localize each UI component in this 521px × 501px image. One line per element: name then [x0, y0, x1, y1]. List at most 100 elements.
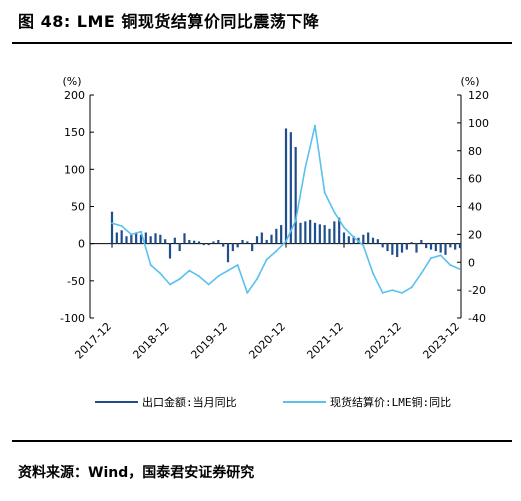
bar: [429, 243, 433, 250]
bar: [197, 241, 201, 244]
line-point: [391, 289, 394, 292]
line-point: [256, 278, 258, 280]
bar: [241, 239, 244, 244]
left-tick-label: -50: [67, 275, 85, 288]
bar: [178, 243, 181, 252]
bar: [299, 222, 302, 244]
line-point: [169, 283, 171, 286]
bar: [338, 217, 341, 244]
line-point: [449, 264, 452, 266]
x-tick-label: 2020-12: [246, 320, 288, 362]
bar: [226, 243, 230, 263]
right-tick-label: 60: [468, 173, 482, 186]
line-point: [130, 233, 133, 236]
left-tick-label: -100: [60, 312, 85, 325]
left-axis-unit: (%): [62, 75, 81, 88]
bar: [280, 225, 283, 244]
bar: [255, 236, 259, 244]
line-point: [227, 269, 229, 272]
line-point: [314, 124, 316, 127]
bar: [222, 243, 225, 247]
bar-series: [110, 128, 462, 263]
line-point: [372, 272, 374, 275]
bar: [309, 219, 312, 244]
right-tick-label: 100: [468, 117, 489, 130]
right-axis-unit: (%): [460, 75, 479, 88]
legend: 出口金额:当月同比 现货结算价:LME铜:同比: [95, 395, 451, 409]
bar: [449, 243, 452, 248]
line-point: [410, 286, 413, 289]
right-tick-label: 20: [468, 228, 482, 241]
line-point: [246, 292, 249, 294]
line-point: [265, 258, 268, 261]
right-tick-label: -20: [468, 284, 486, 297]
bar: [231, 243, 234, 252]
bar: [139, 234, 143, 244]
bar: [391, 243, 394, 255]
figure-title: 图 48: LME 铜现货结算价同比震荡下降: [18, 12, 320, 31]
line-point: [343, 226, 345, 229]
line-point: [352, 236, 355, 239]
bar: [371, 237, 375, 244]
line-point: [236, 264, 239, 266]
x-tick-label: 2017-12: [72, 320, 114, 362]
line-point: [111, 222, 113, 225]
line-point: [188, 269, 191, 272]
bar: [193, 240, 196, 244]
bar: [454, 243, 457, 250]
bar: [130, 234, 133, 244]
line-point: [381, 292, 384, 294]
bar: [304, 221, 307, 244]
bar: [183, 233, 186, 244]
x-tick-label: 2019-12: [188, 320, 230, 362]
bar: [396, 243, 399, 258]
bar: [347, 236, 350, 244]
line-point: [294, 219, 297, 222]
title-divider: [12, 42, 512, 44]
left-tick-label: 150: [64, 126, 85, 139]
bar: [362, 234, 365, 244]
bar: [376, 239, 379, 244]
bar: [207, 243, 210, 246]
bar: [386, 243, 389, 252]
bar: [381, 243, 384, 248]
bar: [284, 128, 288, 244]
left-tick-label: 100: [64, 163, 85, 176]
line-point: [217, 275, 220, 278]
bar: [415, 243, 418, 253]
legend-label-bars: 出口金额:当月同比: [142, 395, 237, 409]
bar: [323, 225, 326, 244]
line-point: [333, 211, 336, 213]
footer-divider: [12, 440, 512, 442]
line-point: [178, 278, 181, 280]
bar: [120, 230, 123, 244]
bar: [135, 233, 138, 244]
right-tick-label: 80: [468, 145, 482, 158]
line-point: [401, 292, 403, 294]
bar: [168, 243, 172, 259]
x-tick-label: 2022-12: [362, 320, 404, 362]
bar: [444, 243, 447, 255]
left-tick-label: 200: [64, 89, 85, 102]
bar: [313, 222, 317, 244]
bar: [434, 243, 437, 252]
bar: [405, 243, 408, 250]
bar: [149, 236, 152, 244]
bar: [173, 237, 176, 244]
bar: [159, 234, 162, 244]
line-series: [111, 124, 461, 294]
source-note: 资料来源：Wind，国泰君安证券研究: [18, 465, 255, 481]
line-point: [120, 225, 123, 227]
bar: [294, 147, 297, 244]
bar: [400, 243, 404, 253]
bar: [260, 232, 263, 244]
line-point: [362, 244, 365, 247]
bar: [202, 243, 205, 246]
bar: [144, 232, 147, 244]
bar: [265, 239, 268, 244]
bar: [188, 239, 191, 244]
bar: [212, 241, 215, 244]
bar: [270, 234, 273, 244]
line-point: [198, 275, 200, 278]
bar: [251, 243, 254, 252]
